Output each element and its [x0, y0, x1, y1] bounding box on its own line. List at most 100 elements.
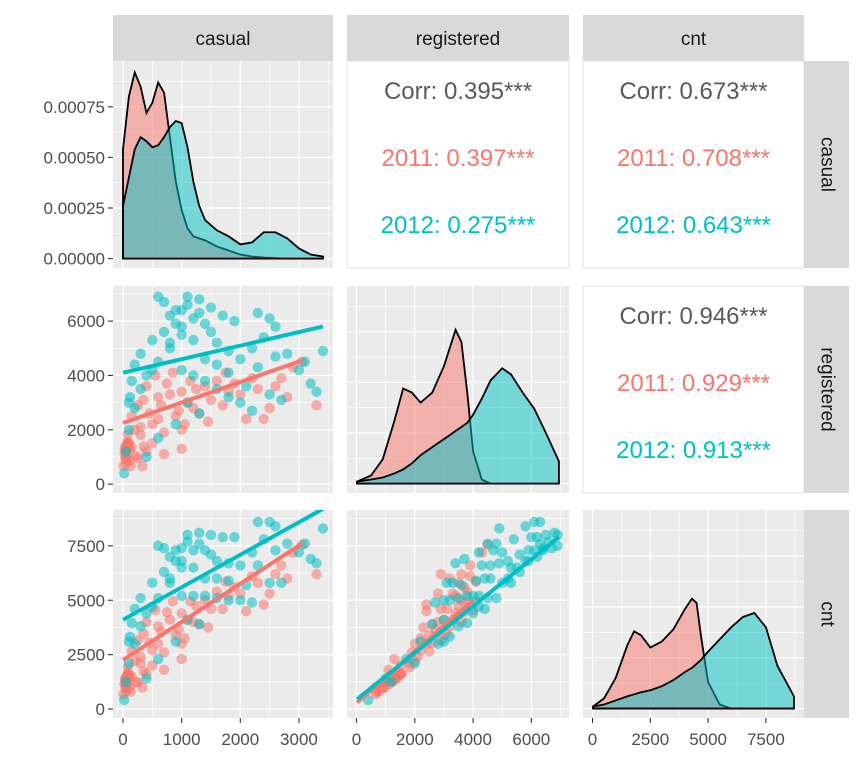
scatter-point-g2012 [531, 531, 543, 543]
scatter-point-g2012 [276, 577, 287, 589]
scatter-point-g2012 [293, 364, 305, 376]
scatter-point-g2012 [188, 590, 199, 602]
corr-2012-label: 2012: 0.913*** [616, 437, 771, 464]
scatter-point-g2012 [246, 405, 258, 416]
scatter-point-g2012 [182, 291, 193, 302]
scatter-point-g2012 [223, 367, 234, 378]
scatter-point-g2011 [240, 413, 252, 425]
scatter-point-g2011 [202, 416, 214, 427]
density-g2012 [592, 611, 795, 710]
facet-strip-top-label: registered [416, 29, 501, 50]
axis-layer: 0.00000 0.00025 0.00050 0.00075 0 2000 4000 600… [44, 98, 785, 749]
facet-strip-right-label: registered [816, 347, 837, 432]
scatter-point-g2011 [270, 568, 281, 580]
scatter-point-g2012 [317, 523, 329, 534]
y-axis-tick-label: 0 [96, 475, 105, 494]
scatter-point-g2012 [205, 302, 217, 313]
scatter-point-g2012 [199, 353, 211, 365]
y-axis-tick-label: 0.00000 [44, 250, 105, 269]
facet-strip-right [804, 61, 849, 268]
scatter-point-g2011 [158, 449, 170, 460]
corr-2011-label: 2011: 0.929*** [617, 370, 770, 397]
x-axis-tick-label: 2000 [396, 730, 434, 749]
x-axis-tick-label: 0 [588, 730, 597, 749]
scatter-point-g2012 [120, 676, 132, 688]
correlation-panel [582, 60, 805, 269]
scatter-point-g2012 [441, 577, 453, 589]
scatter-point-g2012 [164, 577, 176, 589]
scatter-point-g2012 [252, 560, 264, 571]
scatter-point-g2011 [264, 588, 275, 599]
scatter-point-g2012 [429, 597, 441, 608]
scatter-point-g2011 [167, 596, 179, 607]
scatter-point-g2011 [202, 622, 214, 633]
scatter-point-g2012 [235, 595, 246, 606]
scatter-point-g2012 [141, 608, 152, 619]
y-axis-tick-label: 2000 [67, 421, 105, 440]
facet-strip-top-label: casual [196, 29, 251, 50]
scatter-point-g2011 [276, 372, 287, 384]
scatter-point-g2012 [282, 538, 293, 549]
scatter-point-g2012 [514, 549, 525, 560]
scatter-point-g2012 [211, 573, 223, 584]
scatter-point-g2012 [152, 540, 164, 552]
scatter-point-g2012 [170, 636, 181, 647]
scatter-point-g2011 [235, 389, 246, 400]
x-axis-tick-label: 2000 [221, 730, 259, 749]
scatter-point-g2012 [299, 356, 311, 368]
scatter-point-g2011 [161, 378, 173, 389]
scatter-point-g2012 [270, 545, 281, 556]
scatter-point-g2011 [176, 386, 187, 397]
scatter-point-g2012 [141, 451, 152, 463]
scatter-point-g2011 [311, 568, 322, 580]
scatter-point-g2012 [135, 592, 146, 604]
scatter-point-g2012 [508, 534, 520, 545]
facet-strip-top [347, 15, 569, 61]
correlation-panel [346, 60, 570, 269]
scatter-point-g2012 [497, 547, 508, 558]
scatter-point-g2012 [152, 291, 164, 302]
scatter-point-g2012 [135, 383, 146, 395]
corr-overall-label: Corr: 0.395*** [384, 78, 532, 105]
scatter-point-g2012 [199, 318, 211, 330]
scatter-point-g2011 [211, 375, 223, 387]
panel-casual-casual [113, 61, 333, 268]
x-axis-tick-label: 7500 [747, 730, 785, 749]
scatter-point-g2012 [476, 560, 488, 571]
scatter-point-g2012 [235, 353, 246, 365]
scatter-point-g2011 [167, 367, 179, 378]
scatter-point-g2012 [520, 521, 531, 532]
scatter-point-g2011 [217, 603, 228, 615]
scatter-point-g2012 [194, 294, 205, 305]
x-axis-tick-label: 4000 [454, 730, 492, 749]
scatter-point-g2012 [205, 326, 217, 338]
scatter-point-g2012 [141, 673, 152, 684]
scatter-point-g2011 [191, 383, 202, 395]
facet-strip-top-label: cnt [681, 29, 707, 50]
scatter-point-g2012 [164, 310, 176, 321]
scatter-point-g2012 [311, 558, 322, 569]
scatter-point-g2012 [188, 370, 199, 381]
facet-strip-layer: casual registered cnt casual registered cnt [113, 15, 849, 718]
corr-2012-label: 2012: 0.643*** [616, 212, 771, 239]
scatter-point-g2012 [211, 359, 223, 370]
scatter-point-g2012 [176, 590, 187, 602]
scatter-point-g2012 [164, 343, 176, 354]
scatter-point-g2012 [270, 321, 281, 332]
scatter-point-g2012 [188, 334, 199, 346]
scatter-point-g2012 [252, 516, 264, 528]
scatter-point-g2012 [170, 419, 181, 430]
scatter-point-g2012 [264, 577, 275, 589]
scatter-point-g2012 [246, 343, 258, 354]
corr-2011-label: 2011: 0.397*** [381, 145, 534, 172]
x-axis-tick-label: 2500 [631, 730, 669, 749]
scatter-point-g2012 [240, 381, 252, 392]
scatter-point-g2011 [258, 599, 269, 610]
scatter-point-g2012 [270, 351, 281, 362]
scatter-point-g2012 [118, 468, 130, 479]
facet-strip-top [113, 15, 333, 61]
panel-registered-casual [113, 286, 333, 493]
scatter-point-g2012 [188, 562, 199, 573]
scatter-point-g2012 [462, 617, 473, 629]
scatter-point-g2012 [170, 318, 181, 330]
